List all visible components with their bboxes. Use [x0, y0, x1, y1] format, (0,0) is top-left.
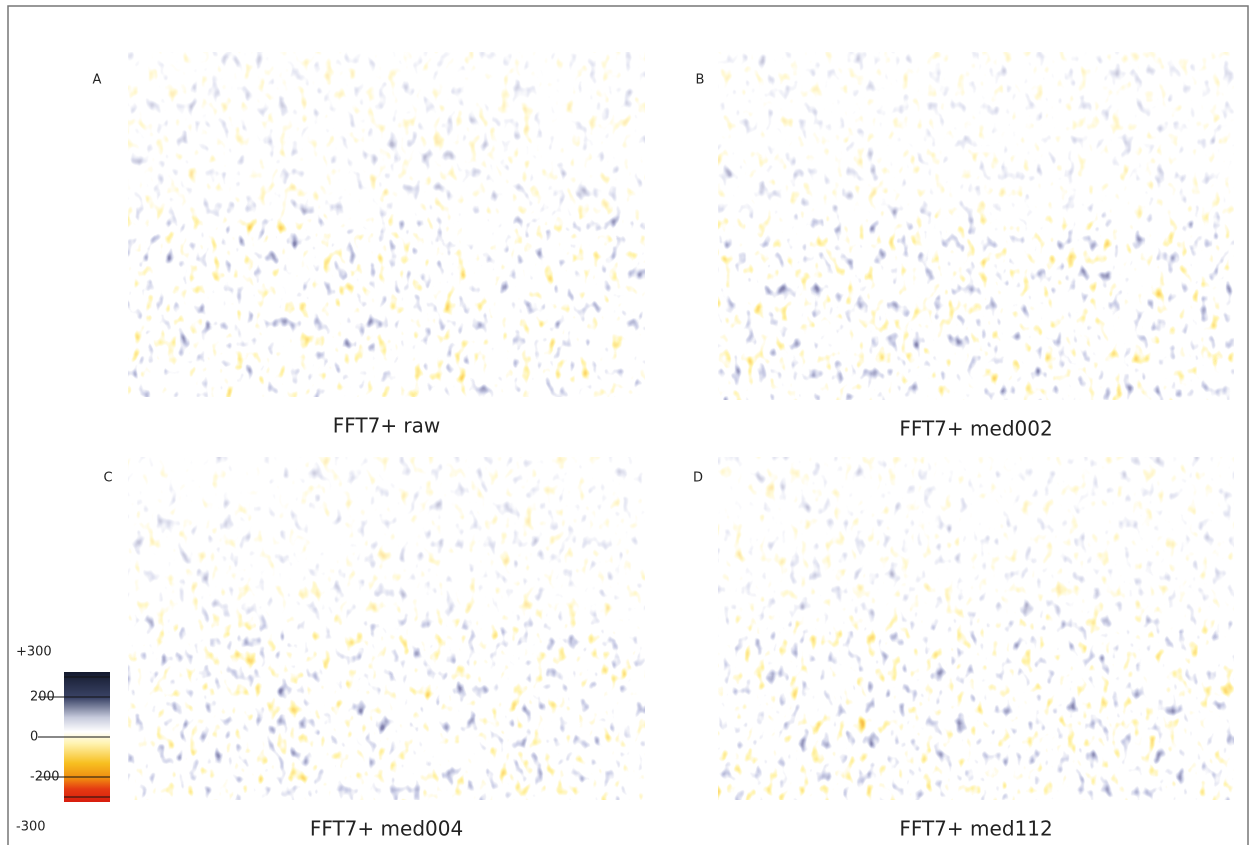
image-fade [718, 52, 1234, 400]
panel-letter: B [696, 73, 705, 88]
panel-letter: D [693, 471, 703, 486]
panel-caption: FFT7+ med112 [899, 817, 1052, 841]
tick-label: -300 [16, 820, 46, 835]
tick-label: +300 [16, 645, 52, 660]
image-fade [718, 457, 1234, 800]
tick-label: 0 [30, 730, 38, 745]
image-fade [128, 457, 645, 800]
panel-letter: A [93, 73, 102, 88]
panel-letter: C [103, 471, 112, 486]
panel-caption: FFT7+ med002 [899, 417, 1052, 441]
panel-caption: FFT7+ raw [333, 414, 441, 438]
tick-label: -200 [30, 770, 60, 785]
panel-caption: FFT7+ med004 [310, 817, 463, 841]
image-fade [128, 52, 645, 397]
tick-label: 200 [30, 690, 55, 705]
